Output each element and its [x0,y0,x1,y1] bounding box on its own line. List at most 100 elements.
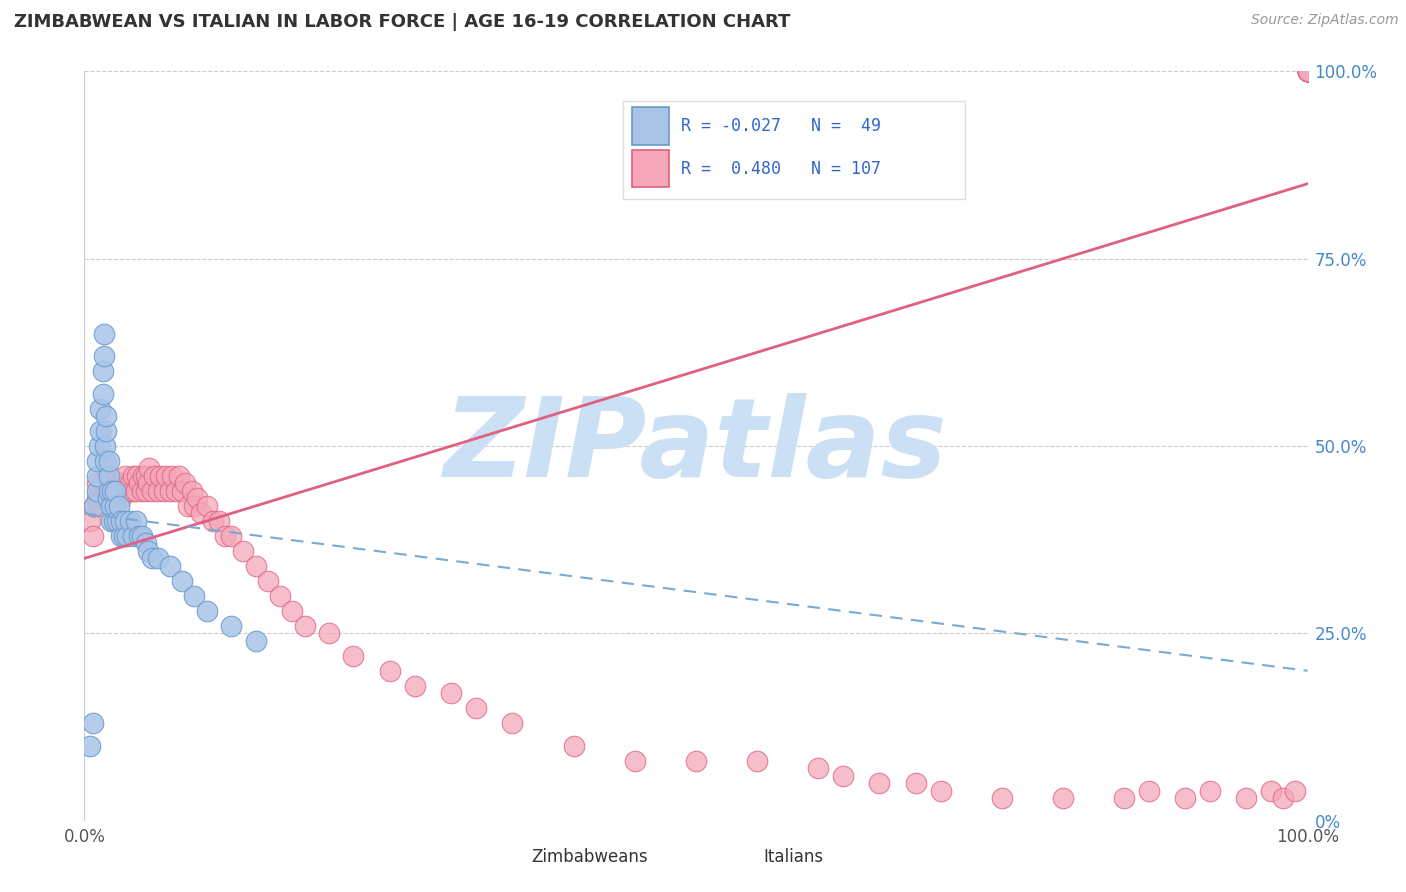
Point [107,476,129,491]
Point [104,491,127,506]
Point [380,664,402,678]
Point [86,469,108,483]
Point [1296,64,1319,78]
Point [162,469,184,483]
Point [100,483,122,498]
Text: ZIPatlas: ZIPatlas [444,392,948,500]
Point [136,476,159,491]
Point [100,499,122,513]
Point [79,514,101,528]
Point [195,499,218,513]
Point [131,483,153,498]
Point [94,439,117,453]
Point [159,558,181,573]
Point [97,469,120,483]
Point [97,454,120,468]
FancyBboxPatch shape [633,107,669,145]
Point [1296,64,1319,78]
Point [155,469,177,483]
Point [245,558,267,573]
Point [1198,783,1220,797]
Point [118,476,141,491]
Point [138,461,160,475]
Point [97,469,120,483]
Point [96,424,118,438]
FancyBboxPatch shape [633,150,669,187]
Point [83,499,105,513]
Point [269,589,291,603]
Point [89,424,111,438]
Point [104,499,127,513]
Point [685,754,707,768]
Point [1052,791,1074,805]
Point [112,483,135,498]
Point [141,551,163,566]
Point [245,633,267,648]
Point [159,483,181,498]
Point [281,604,304,618]
Point [214,529,236,543]
Point [190,507,212,521]
Point [464,701,486,715]
Point [1296,64,1319,78]
Point [143,469,166,483]
Point [132,469,155,483]
Point [86,491,108,506]
Text: ZIMBABWEAN VS ITALIAN IN LABOR FORCE | AGE 16-19 CORRELATION CHART: ZIMBABWEAN VS ITALIAN IN LABOR FORCE | A… [14,13,790,31]
Point [91,386,114,401]
Point [97,483,120,498]
Point [110,529,132,543]
Point [219,529,242,543]
Point [101,476,124,491]
Point [1272,791,1295,805]
Point [929,783,952,797]
Point [172,574,194,588]
Point [96,409,118,423]
Point [104,483,127,498]
Point [807,761,830,775]
Text: Source: ZipAtlas.com: Source: ZipAtlas.com [1251,13,1399,28]
Point [1137,783,1160,797]
Point [122,469,145,483]
Point [128,476,150,491]
Point [125,514,148,528]
Point [91,364,114,378]
Point [105,514,128,528]
Point [114,469,136,483]
Point [294,619,316,633]
Point [87,499,110,513]
Point [1296,64,1319,78]
Point [181,483,204,498]
Point [100,514,122,528]
Point [86,483,108,498]
Point [624,754,647,768]
Point [122,529,145,543]
Point [83,499,105,513]
Point [1296,64,1319,78]
Point [110,476,132,491]
Point [183,499,205,513]
Point [1296,64,1319,78]
Point [115,529,138,543]
Point [89,401,111,416]
Point [869,776,891,790]
Point [219,619,242,633]
Point [1296,64,1319,78]
Point [167,469,190,483]
Point [135,536,157,550]
Point [110,514,132,528]
Point [1296,64,1319,78]
Point [97,483,120,498]
Point [96,483,118,498]
Point [112,529,135,543]
Text: Zimbabweans: Zimbabweans [531,847,647,865]
Point [82,529,104,543]
Point [94,491,117,506]
Point [232,544,254,558]
Point [562,739,585,753]
Point [1284,783,1306,797]
Point [97,491,120,506]
Point [1260,783,1282,797]
Point [1296,64,1319,78]
Point [1296,64,1319,78]
